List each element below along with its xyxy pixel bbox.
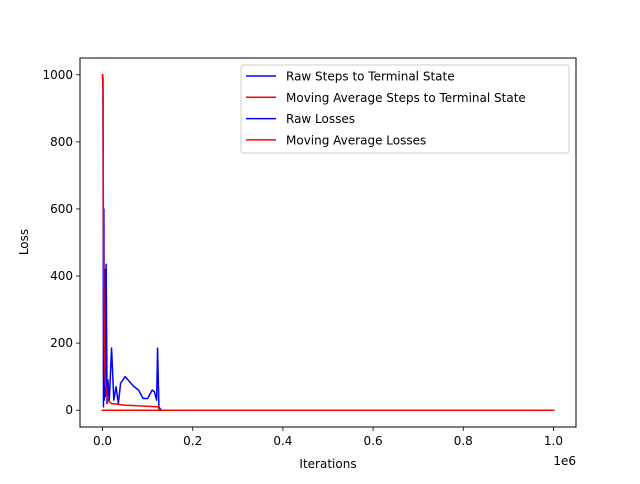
y-tick-label: 200 — [50, 336, 73, 350]
x-axis-label: Iterations — [299, 457, 356, 471]
legend-label: Moving Average Steps to Terminal State — [286, 91, 526, 105]
legend-label: Raw Losses — [286, 112, 355, 126]
x-tick-label: 0.6 — [364, 434, 383, 448]
x-axis-offset-label: 1e6 — [553, 454, 576, 468]
series-line-2 — [101, 74, 555, 411]
x-tick-label: 0.2 — [183, 434, 202, 448]
y-tick-label: 0 — [65, 403, 73, 417]
series-layer — [101, 73, 555, 411]
legend-label: Moving Average Losses — [286, 133, 426, 147]
y-tick-label: 800 — [50, 135, 73, 149]
legend-label: Raw Steps to Terminal State — [286, 70, 455, 84]
x-tick-label: 0.4 — [273, 434, 292, 448]
x-tick-label: 0.0 — [93, 434, 112, 448]
x-tick-label: 0.8 — [454, 434, 473, 448]
y-axis: 0 200 400 600 800 1000 — [42, 68, 80, 417]
x-tick-label: 1.0 — [544, 434, 563, 448]
plot-frame — [79, 57, 577, 428]
legend-entries: Raw Steps to Terminal State Moving Averag… — [246, 70, 526, 147]
x-axis: 0.0 0.2 0.4 0.6 0.8 1.0 — [93, 427, 563, 448]
legend: Raw Steps to Terminal State Moving Averag… — [240, 64, 570, 154]
y-tick-label: 600 — [50, 202, 73, 216]
y-axis-label: Loss — [17, 229, 31, 255]
y-tick-label: 400 — [50, 269, 73, 283]
y-tick-label: 1000 — [42, 68, 73, 82]
legend-frame — [240, 64, 570, 154]
